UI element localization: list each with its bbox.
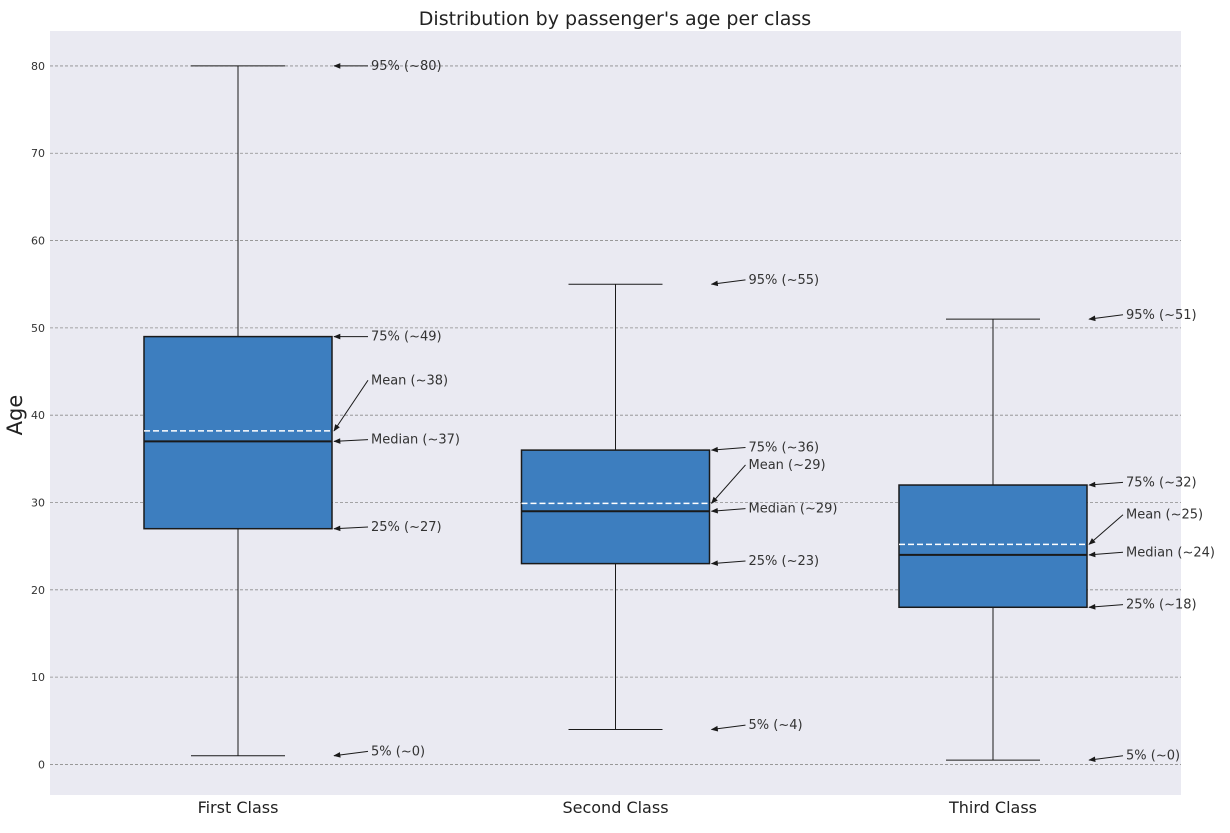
box-group: Second Class 95% (~55) 75% (~36) Mean (~29)…	[520, 273, 838, 817]
annotation-arrow	[333, 438, 369, 444]
x-category-label: Second Class	[562, 798, 668, 817]
iqr-box	[520, 449, 711, 565]
annotation-label: Median (~24)	[1126, 545, 1215, 560]
y-tick-label: 80	[31, 60, 45, 73]
box-group: First Class 95% (~80) 75% (~49) Mean (~38) M…	[143, 59, 460, 817]
chart-title: Distribution by passenger's age per clas…	[419, 8, 811, 30]
y-tick-label: 40	[31, 409, 45, 422]
y-tick-label: 70	[31, 147, 45, 160]
annotation-label: 25% (~27)	[371, 520, 442, 535]
annotation-label: 95% (~51)	[1126, 308, 1197, 323]
annotation-arrow	[710, 446, 746, 453]
plot-area: 0 10 20 30 40 50 60 70 80 First Class 95% (~80) 75%…	[31, 31, 1215, 817]
x-category-label: Third Class	[948, 798, 1037, 817]
annotation-label: 75% (~49)	[371, 330, 442, 345]
box-group: Third Class 95% (~51) 75% (~32) Mean (~25) M…	[898, 308, 1215, 817]
annotation-arrow	[333, 525, 369, 532]
y-axis-label: Age	[3, 395, 27, 436]
annotation-label: 25% (~23)	[749, 554, 820, 569]
annotation-arrow	[710, 724, 746, 732]
annotation-label: 5% (~0)	[371, 744, 425, 759]
annotation-arrow	[710, 560, 746, 566]
annotation-label: 75% (~36)	[749, 440, 820, 455]
annotation-arrow	[1088, 481, 1124, 488]
x-category-label: First Class	[198, 798, 279, 817]
annotation-arrow	[333, 379, 369, 432]
annotation-arrow	[1088, 551, 1124, 558]
annotation-label: Mean (~38)	[371, 373, 448, 388]
annotation-label: 75% (~32)	[1126, 475, 1197, 490]
annotation-label: Median (~29)	[749, 502, 838, 517]
y-tick-label: 30	[31, 496, 45, 509]
annotation-arrow	[711, 464, 746, 504]
y-tick-label: 60	[31, 235, 45, 248]
annotation-arrow	[1088, 603, 1124, 610]
annotation-arrow	[1088, 314, 1124, 322]
y-tick-label: 20	[31, 584, 45, 597]
annotation-arrow	[1088, 755, 1124, 763]
annotation-label: 5% (~0)	[1126, 749, 1180, 764]
annotation-arrow	[333, 750, 369, 758]
iqr-box	[898, 484, 1088, 609]
annotation-arrow	[710, 507, 746, 514]
y-tick-label: 0	[38, 758, 45, 771]
annotation-arrow	[710, 279, 746, 287]
annotation-label: 25% (~18)	[1126, 598, 1197, 613]
y-tick-label: 50	[31, 322, 45, 335]
annotation-label: Mean (~29)	[749, 458, 826, 473]
annotation-label: Median (~37)	[371, 433, 460, 448]
annotation-label: 5% (~4)	[749, 718, 803, 733]
annotation-label: 95% (~80)	[371, 59, 442, 74]
annotation-label: Mean (~25)	[1126, 508, 1203, 523]
annotation-arrow	[1088, 514, 1124, 545]
iqr-box	[143, 335, 333, 530]
annotation-label: 95% (~55)	[749, 273, 820, 288]
y-tick-label: 10	[31, 671, 45, 684]
